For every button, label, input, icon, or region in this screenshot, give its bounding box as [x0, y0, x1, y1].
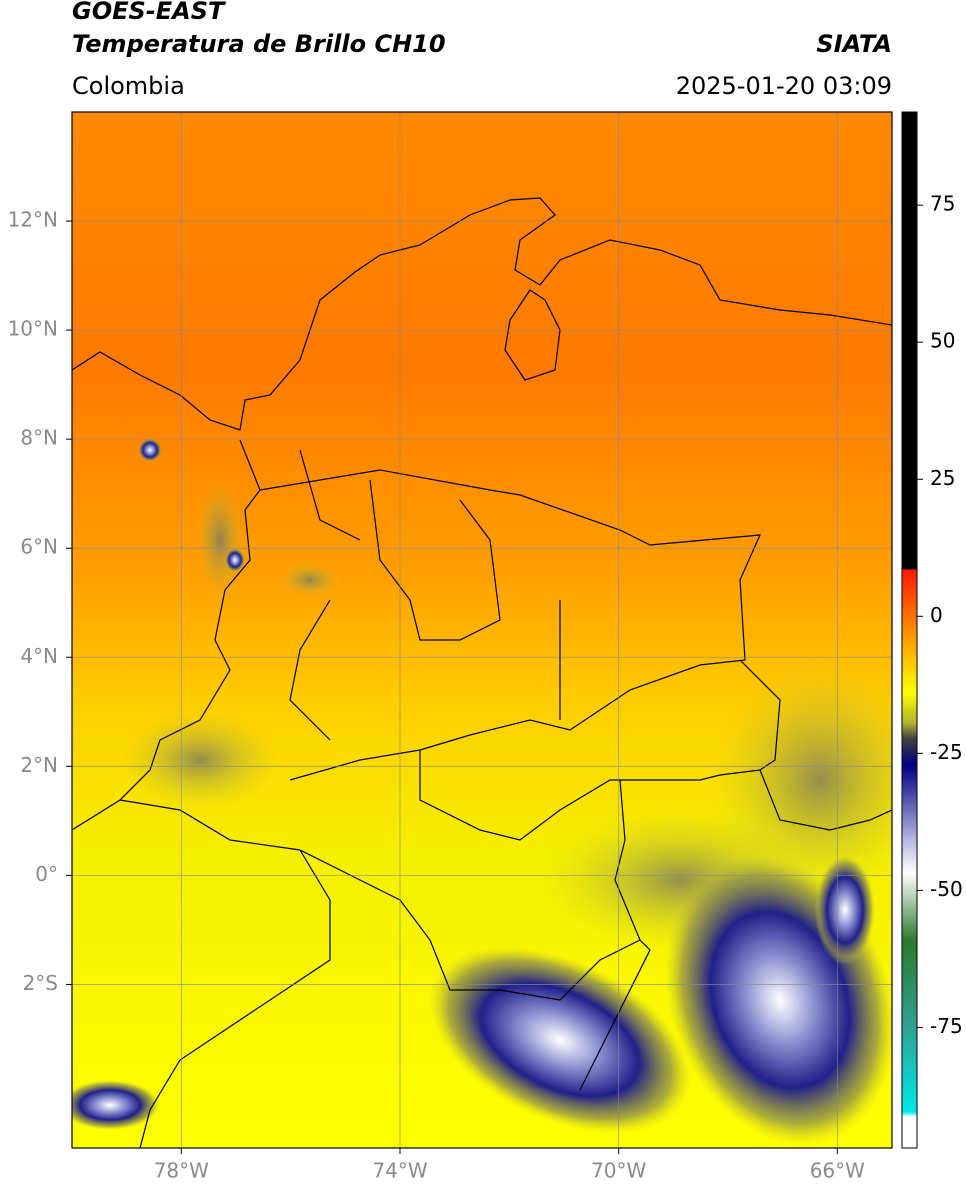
colorbar [901, 111, 918, 1149]
y-tick-label: 2°S [23, 971, 58, 995]
y-tick-label: 2°N [20, 753, 58, 777]
y-tick-label: 0° [35, 862, 58, 886]
y-tick-label: 10°N [8, 317, 58, 341]
region: Colombia [72, 72, 185, 100]
colorbar-tick-label: 50 [930, 329, 955, 353]
x-tick-label: 78°W [154, 1159, 209, 1183]
source: SIATA [816, 30, 892, 58]
y-tick-label: 4°N [20, 644, 58, 668]
x-tick-label: 66°W [810, 1159, 865, 1183]
y-tick-label: 12°N [8, 208, 58, 232]
colorbar-tick-label: 75 [930, 192, 955, 216]
y-tick-label: 8°N [20, 426, 58, 450]
axes: 78°W 74°W 70°W 66°W 12°N 10°N 8°N 6°N 4°N 2°N 0° 2°… [8, 112, 892, 1183]
map-frame [71, 111, 893, 1149]
colorbar-tick-label: -25 [930, 740, 963, 764]
satellite-image [72, 112, 892, 1148]
title: GOES-EAST [72, 0, 226, 25]
x-tick-label: 74°W [372, 1159, 427, 1183]
x-tick-label: 70°W [591, 1159, 646, 1183]
colorbar-tick-label: -75 [930, 1014, 963, 1038]
colorbar-tick-label: 0 [930, 603, 943, 627]
subtitle: Temperatura de Brillo CH10 [72, 30, 446, 58]
colorbar-tick-label: 25 [930, 466, 955, 490]
datetime: 2025-01-20 03:09 [676, 72, 892, 100]
colorbar-tick-label: -50 [930, 877, 963, 901]
y-tick-label: 6°N [20, 535, 58, 559]
